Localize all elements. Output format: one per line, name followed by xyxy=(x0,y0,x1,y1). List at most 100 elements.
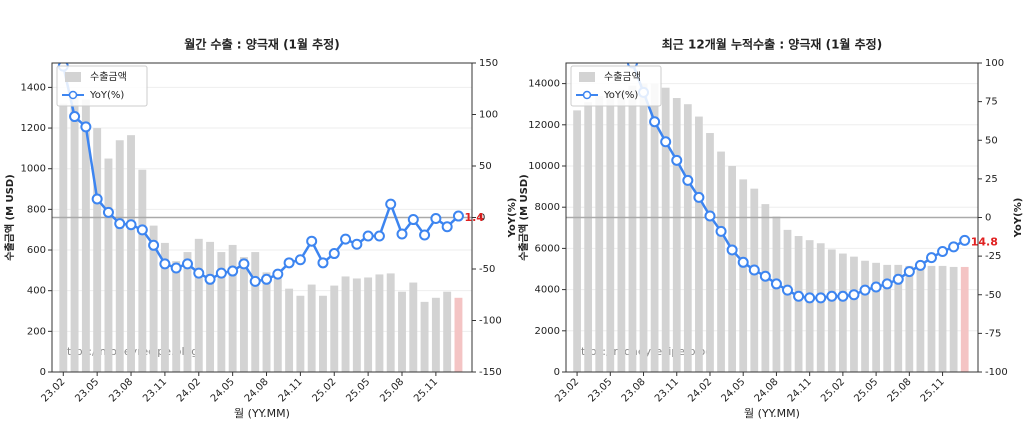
x-tick-label: 24.11 xyxy=(786,376,814,404)
marker xyxy=(606,21,615,30)
marker xyxy=(737,256,749,268)
marker xyxy=(937,245,949,257)
bar xyxy=(375,274,384,372)
x-axis-label: 월 (YY.MM) xyxy=(234,407,290,420)
y-axis-label: 수출금액 (M USD) xyxy=(3,174,16,260)
bar xyxy=(398,291,406,372)
bar xyxy=(650,83,659,372)
marker xyxy=(136,224,148,236)
bar xyxy=(149,225,158,372)
bar xyxy=(794,236,803,372)
marker xyxy=(215,267,227,279)
chart-title: 최근 12개월 누적수출 : 양극재 (1월 추정) xyxy=(662,37,882,52)
bar xyxy=(606,91,615,372)
bar xyxy=(409,282,418,372)
bar xyxy=(59,103,68,372)
x-tick-label: 24.08 xyxy=(753,376,781,404)
bar xyxy=(617,89,626,372)
marker xyxy=(759,270,771,282)
marker xyxy=(317,257,329,269)
y-tick-label: 0 xyxy=(40,367,46,378)
bar xyxy=(938,265,947,372)
y-tick-label: 800 xyxy=(27,204,46,215)
marker xyxy=(782,284,794,296)
bar xyxy=(728,166,737,372)
marker xyxy=(649,116,661,128)
marker xyxy=(419,229,431,241)
y2-tick-label: -75 xyxy=(985,328,1001,339)
marker xyxy=(193,267,205,279)
bar xyxy=(661,87,670,372)
bar xyxy=(805,240,814,372)
marker xyxy=(227,265,239,277)
marker xyxy=(660,136,672,148)
marker xyxy=(328,248,340,260)
y2-tick-label: 100 xyxy=(985,58,1004,69)
marker xyxy=(249,275,261,287)
x-tick-label: 25.08 xyxy=(886,376,914,404)
y2-tick-label: -50 xyxy=(479,264,495,275)
marker xyxy=(441,221,453,233)
bar xyxy=(827,249,836,372)
bar xyxy=(783,229,792,372)
marker xyxy=(114,218,126,230)
bar xyxy=(927,265,936,372)
y2-tick-label: 25 xyxy=(985,174,998,185)
marker xyxy=(148,239,160,251)
y2-tick-label: 50 xyxy=(479,161,492,172)
plot-frame xyxy=(51,62,473,373)
bar xyxy=(285,288,294,372)
marker xyxy=(671,154,683,166)
x-tick-label: 23.08 xyxy=(107,376,135,404)
marker xyxy=(693,191,705,203)
x-tick-label: 24.11 xyxy=(277,376,305,404)
bar xyxy=(172,261,181,372)
marker xyxy=(881,278,893,290)
y2-tick-label: -100 xyxy=(479,316,502,327)
y-tick-label: 200 xyxy=(27,326,46,337)
bar xyxy=(352,278,361,372)
end-label: 14.8 xyxy=(971,235,998,248)
y-tick-label: 4000 xyxy=(535,285,560,296)
bar xyxy=(883,264,892,372)
y2-tick-label: 150 xyxy=(479,58,498,69)
bar xyxy=(584,102,593,372)
y-tick-label: 10000 xyxy=(528,161,560,172)
y-tick-label: 1400 xyxy=(21,82,46,93)
y-tick-label: 2000 xyxy=(535,326,560,337)
y2-tick-label: 75 xyxy=(985,97,998,108)
bar xyxy=(443,291,452,372)
y2-tick-label: -25 xyxy=(985,251,1001,262)
x-tick-label: 25.02 xyxy=(310,376,338,404)
x-tick-label: 23.05 xyxy=(587,376,615,404)
y-tick-label: 600 xyxy=(27,245,46,256)
bar xyxy=(104,158,113,372)
marker xyxy=(726,244,738,256)
y-tick-label: 1200 xyxy=(21,123,46,134)
x-tick-label: 25.11 xyxy=(412,376,440,404)
bar xyxy=(872,262,880,372)
bar xyxy=(115,140,124,372)
bar xyxy=(949,266,958,372)
y-axis-label: 수출금액 (M USD) xyxy=(517,174,530,260)
marker xyxy=(91,193,103,205)
bar xyxy=(296,295,305,372)
end-label: 1.4 xyxy=(464,211,484,224)
y2-tick-label: 100 xyxy=(479,110,498,121)
marker xyxy=(452,210,464,222)
marker xyxy=(362,230,374,242)
x-tick-label: 25.08 xyxy=(378,376,406,404)
bar xyxy=(894,264,903,372)
x-tick-label: 24.02 xyxy=(175,376,203,404)
bar xyxy=(81,99,90,372)
x-tick-label: 23.02 xyxy=(553,376,581,404)
marker xyxy=(125,219,137,231)
bar xyxy=(239,257,248,372)
x-tick-label: 23.11 xyxy=(653,376,681,404)
x-tick-label: 24.05 xyxy=(209,376,237,404)
marker xyxy=(925,252,937,264)
marker xyxy=(272,268,284,280)
bar xyxy=(341,276,350,372)
marker xyxy=(407,214,419,226)
bar xyxy=(683,104,692,372)
